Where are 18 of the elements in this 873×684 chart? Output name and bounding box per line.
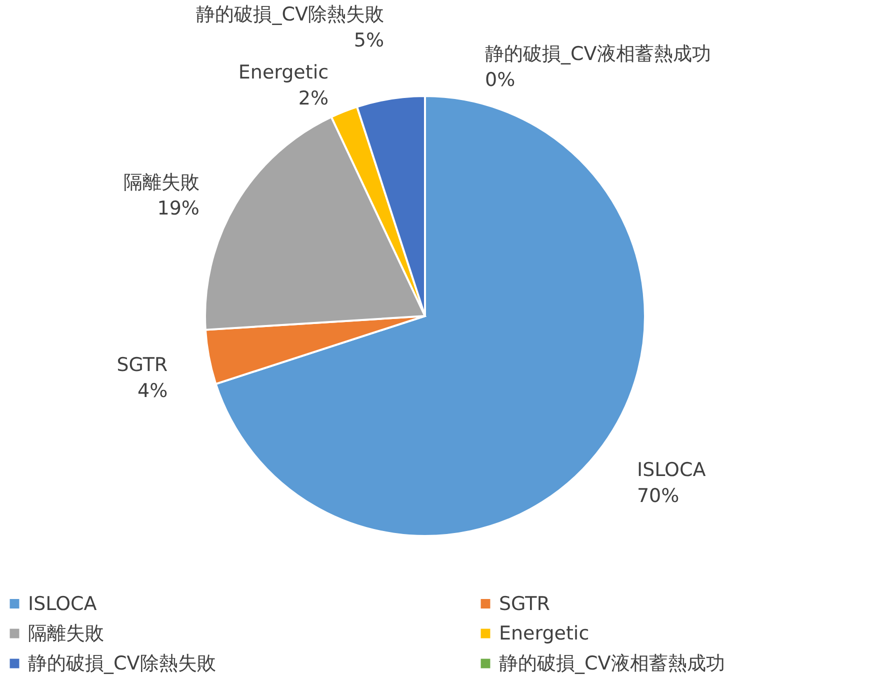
slice-label: ISLOCA	[636, 459, 706, 481]
category-label: 静的破損_CV液相蓄熱成功	[485, 43, 711, 65]
slice-label: Energetic	[238, 61, 329, 84]
slice-label: SGTR	[116, 354, 168, 376]
data-label: 5%	[354, 29, 384, 52]
legend-label: Energetic	[499, 622, 590, 644]
legend-label: 静的破損_CV液相蓄熱成功	[499, 652, 725, 674]
slice-label: 隔離失敗	[123, 172, 200, 194]
data-label: 19%	[157, 198, 200, 220]
data-label: 4%	[137, 380, 168, 402]
legend-label: 静的破損_CV除熱失敗	[28, 652, 216, 674]
data-label: 70%	[636, 485, 680, 507]
legend-label: 隔離失敗	[28, 622, 104, 644]
data-label: 2%	[298, 87, 329, 110]
text: 0%	[485, 69, 516, 91]
legend-label: ISLOCA	[28, 592, 97, 615]
legend-label: SGTR	[499, 592, 550, 615]
slice-label: 静的破損_CV除熱失敗	[196, 3, 384, 26]
